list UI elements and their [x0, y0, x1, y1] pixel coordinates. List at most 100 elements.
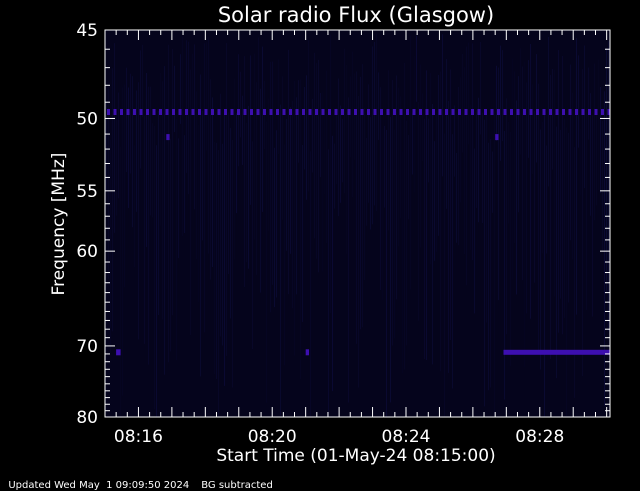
texture-stripe: [328, 149, 329, 417]
texture-stripe: [344, 48, 345, 194]
emission-mark: [347, 109, 351, 115]
texture-stripe: [498, 67, 499, 301]
texture-stripe: [424, 118, 425, 360]
texture-stripe: [108, 87, 109, 279]
texture-stripe: [148, 86, 149, 365]
texture-stripe: [414, 55, 415, 193]
emission-mark: [425, 109, 429, 115]
texture-stripe: [142, 44, 143, 118]
emission-mark: [575, 109, 578, 115]
texture-stripe: [380, 87, 381, 291]
texture-stripe: [234, 78, 235, 260]
texture-stripe: [594, 63, 595, 221]
emission-mark: [588, 109, 591, 115]
texture-stripe: [552, 69, 553, 170]
emission-mark: [523, 109, 526, 115]
texture-stripe: [396, 75, 397, 300]
texture-stripe: [542, 121, 543, 254]
texture-stripe: [122, 87, 123, 396]
texture-stripe: [550, 74, 551, 360]
texture-stripe: [242, 95, 243, 165]
texture-stripe: [516, 100, 517, 295]
texture-stripe: [512, 58, 513, 280]
texture-stripe: [452, 134, 453, 389]
texture-stripe: [566, 127, 567, 417]
emission-mark: [555, 109, 559, 115]
texture-stripe: [434, 141, 435, 261]
texture-stripe: [316, 63, 317, 259]
emission-mark: [393, 109, 396, 115]
texture-stripe: [214, 141, 215, 374]
emission-mark: [295, 109, 299, 115]
emission-mark: [516, 109, 520, 115]
texture-stripe: [288, 49, 289, 295]
texture-stripe: [404, 62, 405, 370]
texture-stripe: [352, 51, 353, 198]
texture-stripe: [302, 144, 303, 322]
texture-stripe: [308, 40, 309, 192]
emission-mark: [133, 109, 136, 115]
emission-mark: [146, 109, 149, 115]
texture-stripe: [134, 145, 135, 268]
texture-stripe: [508, 121, 509, 224]
texture-stripe: [390, 116, 391, 403]
texture-stripe: [276, 130, 277, 298]
texture-stripe: [126, 67, 127, 172]
spectrogram-texture: [106, 34, 609, 418]
texture-stripe: [190, 69, 191, 336]
texture-stripe: [186, 40, 187, 173]
emission-mark: [549, 109, 552, 115]
texture-stripe: [258, 37, 259, 114]
texture-stripe: [538, 83, 539, 353]
emission-mark: [172, 109, 175, 115]
texture-stripe: [138, 82, 139, 340]
emission-mark: [419, 109, 422, 115]
texture-stripe: [482, 112, 483, 224]
texture-stripe: [146, 72, 147, 247]
texture-stripe: [162, 81, 163, 320]
texture-stripe: [282, 76, 283, 220]
texture-stripe: [562, 55, 563, 335]
texture-stripe: [360, 76, 361, 330]
emission-mark: [113, 109, 117, 115]
texture-stripe: [540, 129, 541, 370]
texture-stripe: [422, 93, 423, 162]
texture-stripe: [248, 105, 249, 269]
emission-mark: [458, 109, 461, 115]
texture-stripe: [584, 45, 585, 189]
texture-stripe: [152, 123, 153, 218]
emission-mark: [315, 109, 318, 115]
footer: Updated Wed May 1 09:09:50 2024 BG subtra…: [2, 469, 285, 491]
emission-features: [107, 109, 611, 356]
texture-stripe: [342, 118, 343, 183]
texture-stripe: [304, 86, 305, 170]
texture-stripe: [520, 48, 521, 155]
texture-stripe: [156, 145, 157, 417]
texture-stripe: [132, 76, 133, 228]
texture-stripe: [144, 115, 145, 344]
texture-stripe: [266, 121, 267, 403]
texture-stripe: [592, 115, 593, 317]
texture-stripe: [578, 55, 579, 148]
y-tick-label: 60: [76, 242, 98, 262]
texture-stripe: [532, 84, 533, 175]
texture-stripe: [350, 76, 351, 158]
texture-stripe: [324, 108, 325, 195]
texture-stripe: [268, 98, 269, 231]
texture-stripe: [220, 93, 221, 337]
texture-stripe: [472, 43, 473, 261]
texture-stripe: [462, 53, 463, 153]
texture-stripe: [114, 43, 115, 233]
texture-stripe: [444, 133, 445, 417]
texture-stripe: [176, 118, 177, 361]
texture-stripe: [570, 64, 571, 241]
texture-stripe: [232, 139, 233, 388]
texture-stripe: [468, 42, 469, 145]
texture-stripe: [118, 92, 119, 199]
texture-stripe: [182, 36, 183, 237]
emission-mark: [289, 109, 292, 115]
texture-stripe: [150, 86, 151, 216]
texture-stripe: [298, 80, 299, 163]
emission-mark: [120, 109, 123, 115]
texture-stripe: [356, 71, 357, 344]
